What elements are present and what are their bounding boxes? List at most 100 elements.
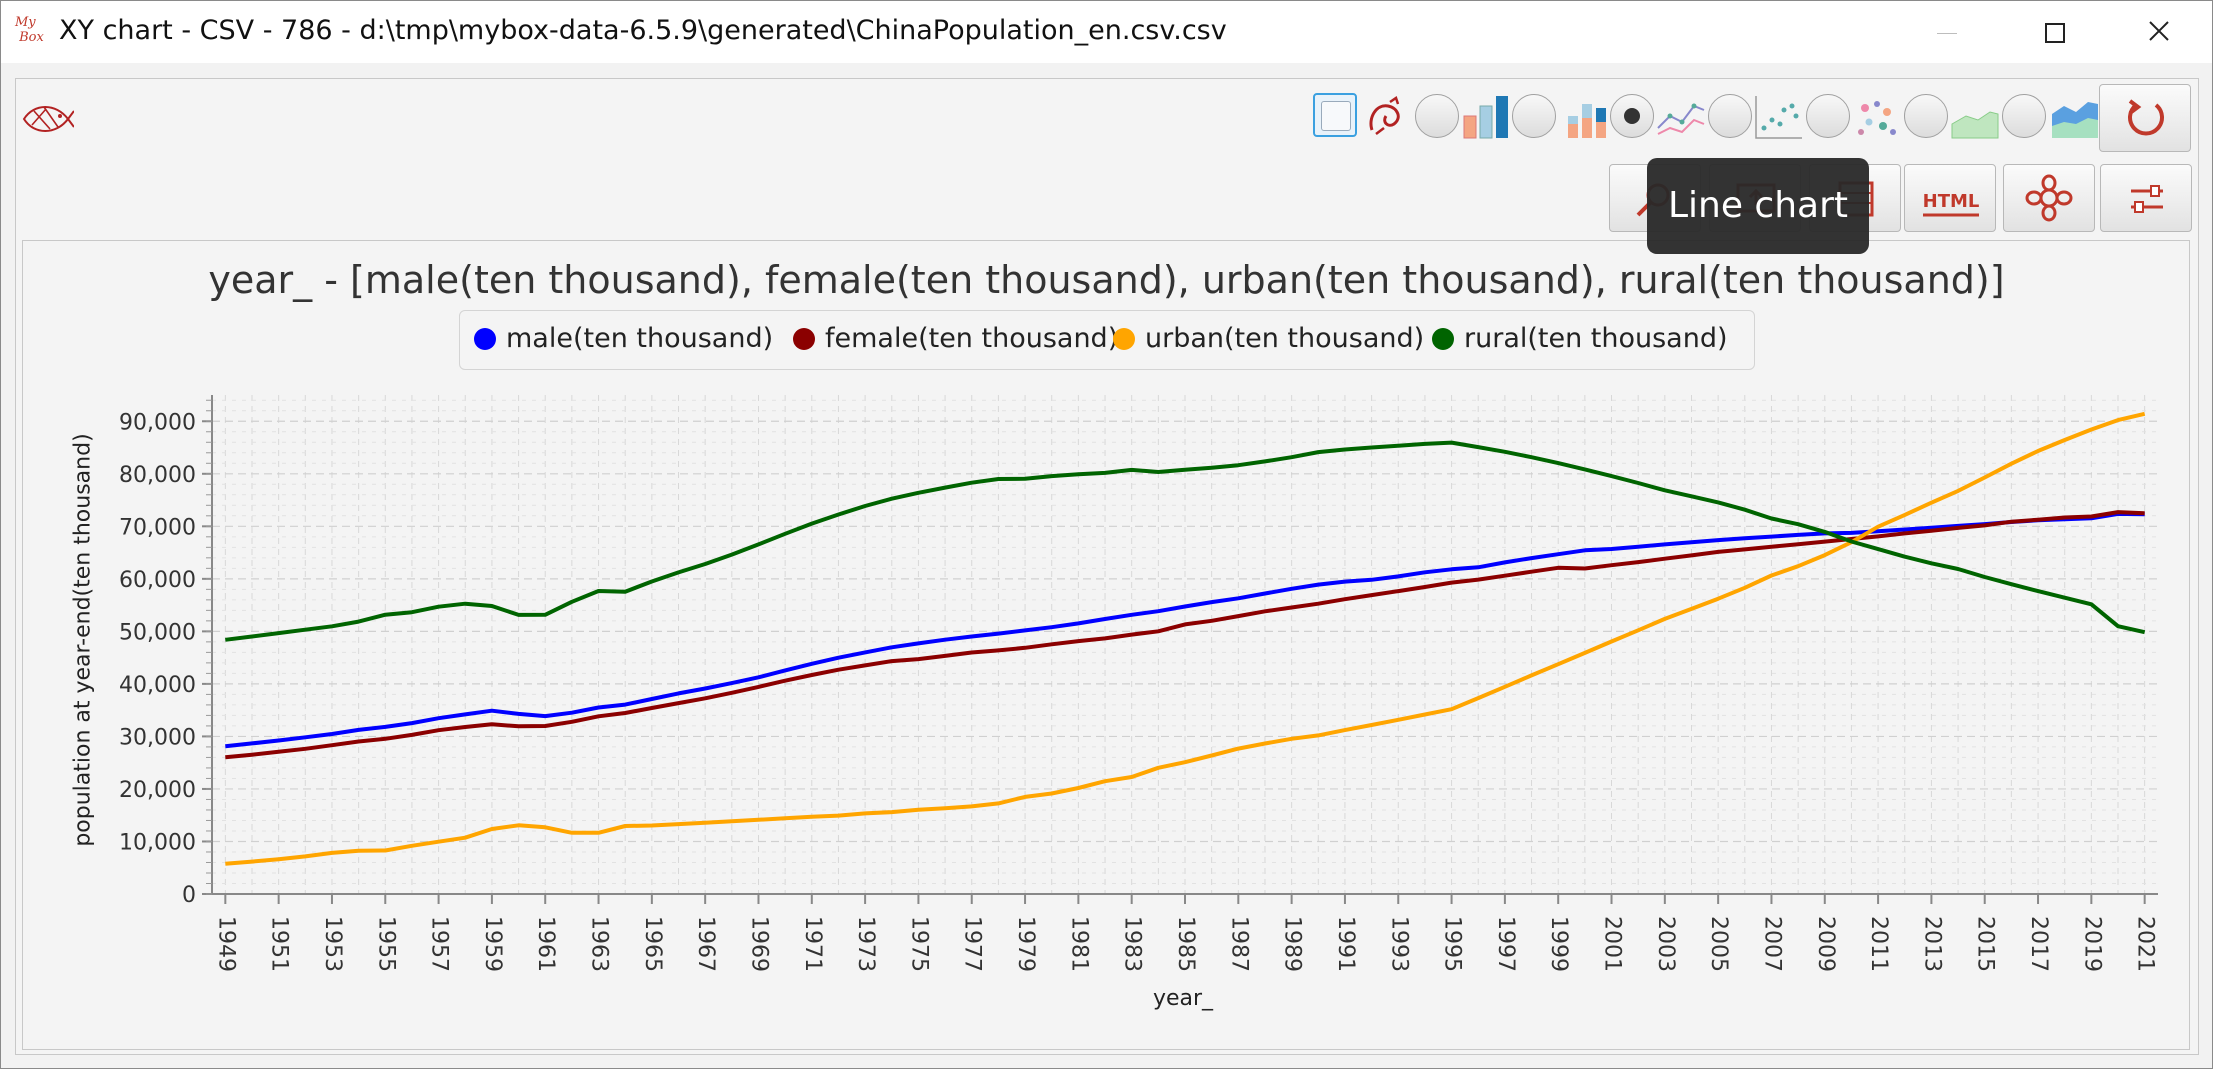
area-chart-icon[interactable] <box>1950 94 2000 140</box>
line-chart-radio[interactable] <box>1610 94 1654 138</box>
x-tick-label: 1953 <box>320 916 345 972</box>
series-line-rural[interactable] <box>225 440 2146 642</box>
flower-gear-icon <box>2025 174 2073 222</box>
y-tick-label: 50,000 <box>119 620 196 645</box>
legend-marker <box>1113 328 1135 350</box>
x-tick-label: 1971 <box>800 916 825 972</box>
chart-title: year_ - [male(ten thousand), female(ten … <box>208 258 2005 302</box>
x-tick-label: 1951 <box>267 916 292 972</box>
close-button[interactable] <box>2109 1 2209 63</box>
mybox-app-icon: My Box <box>15 15 44 45</box>
chart-panel <box>22 240 2190 1050</box>
line-chart-icon[interactable] <box>1656 94 1706 140</box>
legend-item-male[interactable]: male(ten thousand) <box>474 323 773 354</box>
x-tick-label: 1961 <box>533 916 558 972</box>
maximize-button[interactable] <box>2003 1 2103 63</box>
x-tick-label: 1985 <box>1173 916 1198 972</box>
legend-marker <box>793 328 815 350</box>
y-tick-label: 40,000 <box>119 673 196 698</box>
x-tick-label: 1989 <box>1280 916 1305 972</box>
x-tick-label: 2005 <box>1706 916 1731 972</box>
minimize-button[interactable] <box>1897 1 1997 63</box>
legend-marker <box>474 328 496 350</box>
y-tick-label: 80,000 <box>119 463 196 488</box>
sliders-icon <box>2131 185 2163 213</box>
x-tick-label: 1977 <box>960 916 985 972</box>
html-button[interactable]: HTML <box>1904 164 1996 232</box>
x-tick-label: 2013 <box>1919 916 1944 972</box>
x-tick-label: 2009 <box>1813 916 1838 972</box>
x-tick-label: 1987 <box>1226 916 1251 972</box>
y-tick-label: 60,000 <box>119 568 196 593</box>
stacked-bar-chart-icon[interactable] <box>1560 94 1610 140</box>
y-tick-label: 70,000 <box>119 515 196 540</box>
x-tick-label: 1965 <box>640 916 665 972</box>
refresh-icon <box>2128 99 2164 136</box>
x-tick-label: 2015 <box>1973 916 1998 972</box>
x-tick-label: 1981 <box>1066 916 1091 972</box>
bubble-chart-radio[interactable] <box>1806 94 1850 138</box>
settings-button[interactable] <box>2003 164 2095 232</box>
y-tick-label: 20,000 <box>119 778 196 803</box>
dragon-icon[interactable] <box>1362 94 1412 140</box>
legend-label: male(ten thousand) <box>506 323 774 354</box>
x-tick-label: 2011 <box>1866 916 1891 972</box>
stacked-area-chart-icon[interactable] <box>2050 94 2100 140</box>
x-tick-label: 2017 <box>2026 916 2051 972</box>
x-tick-label: 1997 <box>1493 916 1518 972</box>
bubble-chart-icon[interactable] <box>1851 94 1901 140</box>
legend-item-rural[interactable]: rural(ten thousand) <box>1432 323 1728 354</box>
x-tick-label: 1999 <box>1546 916 1571 972</box>
bar-chart-icon[interactable] <box>1462 94 1512 140</box>
x-tick-label: 1955 <box>373 916 398 972</box>
x-tick-label: 1969 <box>746 916 771 972</box>
scatter-chart-icon[interactable] <box>1754 94 1804 140</box>
x-axis-label: year_ <box>1152 986 1214 1011</box>
fish-logo-icon <box>22 106 74 132</box>
series-line-urban[interactable] <box>225 411 2146 866</box>
legend-item-female[interactable]: female(ten thousand) <box>793 323 1118 354</box>
option-checkbox[interactable] <box>1313 93 1357 137</box>
x-tick-label: 1991 <box>1333 916 1358 972</box>
chart-legend: male(ten thousand) female(ten thousand) … <box>459 310 1755 370</box>
y-tick-label: 0 <box>182 883 196 908</box>
x-tick-label: 1959 <box>480 916 505 972</box>
window-title: XY chart - CSV - 786 - d:\tmp\mybox-data… <box>59 15 1227 46</box>
close-icon <box>2149 21 2169 41</box>
stacked-area-chart-radio[interactable] <box>2002 94 2046 138</box>
x-tick-label: 2019 <box>2079 916 2104 972</box>
legend-label: rural(ten thousand) <box>1464 323 1728 354</box>
x-tick-label: 2007 <box>1759 916 1784 972</box>
legend-label: urban(ten thousand) <box>1145 323 1425 354</box>
x-tick-label: 1995 <box>1440 916 1465 972</box>
html-icon: HTML <box>1923 191 1980 217</box>
legend-marker <box>1432 328 1454 350</box>
bar-chart-radio[interactable] <box>1415 94 1459 138</box>
x-tick-label: 1975 <box>906 916 931 972</box>
title-bar[interactable]: My Box XY chart - CSV - 786 - d:\tmp\myb… <box>1 1 2212 63</box>
options-button[interactable] <box>2100 164 2192 232</box>
x-tick-label: 1967 <box>693 916 718 972</box>
x-tick-label: 1973 <box>853 916 878 972</box>
scatter-chart-radio[interactable] <box>1708 94 1752 138</box>
y-tick-label: 10,000 <box>119 830 196 855</box>
stacked-bar-chart-radio[interactable] <box>1512 94 1556 138</box>
tooltip: Line chart <box>1647 158 1869 254</box>
x-tick-label: 1949 <box>213 916 238 972</box>
x-tick-label: 1963 <box>587 916 612 972</box>
series-line-female[interactable] <box>225 510 2145 760</box>
y-axis-label: population at year-end(ten thousand) <box>70 433 96 847</box>
svg-text:HTML: HTML <box>1923 191 1980 212</box>
x-tick-label: 1979 <box>1013 916 1038 972</box>
legend-item-urban[interactable]: urban(ten thousand) <box>1113 323 1424 354</box>
x-tick-label: 1957 <box>427 916 452 972</box>
x-tick-label: 1983 <box>1120 916 1145 972</box>
x-tick-label: 2003 <box>1653 916 1678 972</box>
refresh-button[interactable] <box>2099 84 2191 152</box>
y-tick-label: 30,000 <box>119 725 196 750</box>
area-chart-radio[interactable] <box>1904 94 1948 138</box>
x-tick-label: 1993 <box>1386 916 1411 972</box>
legend-label: female(ten thousand) <box>825 323 1119 354</box>
x-tick-label: 2021 <box>2133 916 2158 972</box>
